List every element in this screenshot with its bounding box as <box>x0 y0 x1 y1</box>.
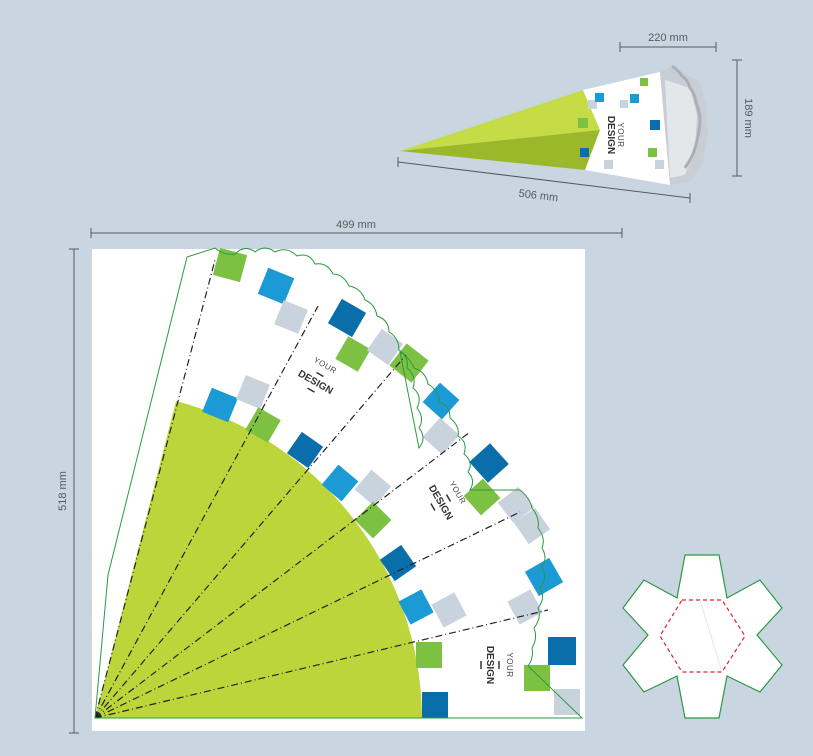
cone-design-text: YOUR DESIGN <box>605 116 625 154</box>
width-label: 499 mm <box>336 219 376 231</box>
cone-square <box>604 160 613 169</box>
cone-square <box>595 93 604 102</box>
cone-square <box>620 100 628 108</box>
hexagon-star-insert-icon <box>622 554 783 719</box>
cone-square <box>578 118 588 128</box>
cone-length-label: 506 mm <box>518 188 559 205</box>
cone-body-bottom <box>400 130 600 170</box>
dimension-height: 518 mm <box>57 248 79 734</box>
fold-lines <box>94 259 549 719</box>
dimension-width: 499 mm <box>90 219 623 238</box>
cone-depth-label: 189 mm <box>742 98 754 138</box>
cone-design-line2: DESIGN <box>605 116 616 154</box>
cone-square <box>640 78 648 86</box>
cone-diameter-label: 220 mm <box>648 32 688 44</box>
design-line2: DESIGN <box>484 646 495 684</box>
cone-length-dimension: 506 mm <box>397 157 691 205</box>
cone-square <box>588 100 597 109</box>
cone-depth-dimension: 189 mm <box>732 59 754 177</box>
cone-square <box>655 160 664 169</box>
cone-square <box>648 148 657 157</box>
cut-line-outline <box>94 247 584 719</box>
pattern-squares <box>202 247 580 718</box>
cone-body-top <box>400 90 600 151</box>
cone-diameter-dimension: 220 mm <box>619 32 717 52</box>
cone-square <box>650 120 660 130</box>
cone-crown-inner <box>665 80 697 178</box>
lime-sector <box>95 401 422 718</box>
insert-guide <box>699 599 723 673</box>
insert-outline <box>622 554 783 719</box>
height-label: 518 mm <box>57 471 69 511</box>
cone-crown-scallop <box>671 64 702 169</box>
cone-illustration: YOUR DESIGN <box>400 64 708 185</box>
design-line1: YOUR <box>505 652 514 677</box>
cone-square <box>580 148 589 157</box>
cone-square <box>630 94 639 103</box>
design-label-3: YOUR DESIGN <box>480 646 514 684</box>
cone-design-line1: YOUR <box>616 122 625 147</box>
